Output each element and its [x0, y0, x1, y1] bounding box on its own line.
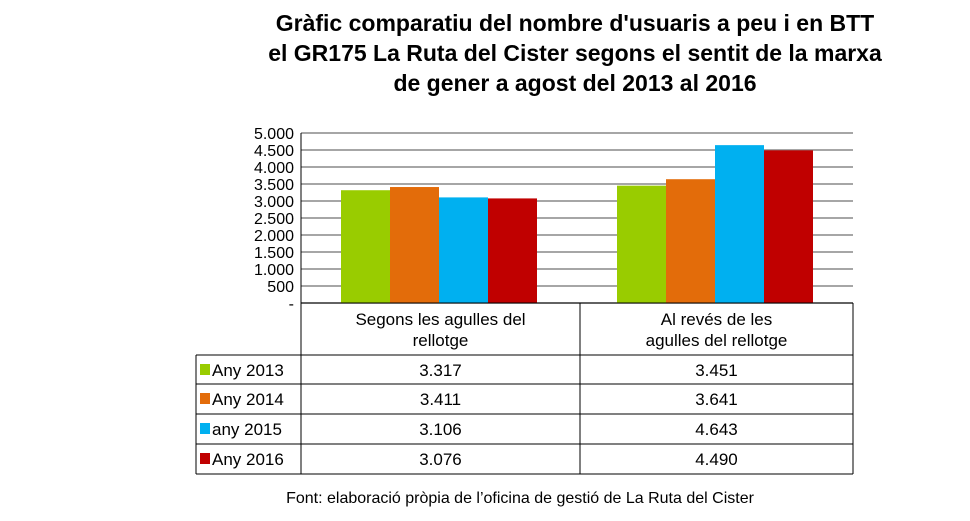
- bar: [617, 185, 666, 303]
- bar: [341, 190, 390, 303]
- bar: [488, 198, 537, 303]
- bar: [666, 179, 715, 303]
- legend-label: Any 2016: [212, 450, 284, 469]
- y-tick-label: 4.500: [254, 143, 294, 160]
- y-tick-label: 5.000: [254, 126, 294, 143]
- y-tick-label: 1.500: [254, 245, 294, 262]
- y-tick-label: 2.500: [254, 211, 294, 228]
- title-line: el GR175 La Ruta del Cister segons el se…: [268, 40, 882, 66]
- chart-title: Gràfic comparatiu del nombre d'usuaris a…: [200, 8, 950, 98]
- y-tick-label: 500: [267, 279, 294, 296]
- y-tick-label: 4.000: [254, 160, 294, 177]
- legend-label: any 2015: [212, 420, 282, 439]
- y-tick-label: 2.000: [254, 228, 294, 245]
- y-tick-label: 1.000: [254, 262, 294, 279]
- title-line: Gràfic comparatiu del nombre d'usuaris a…: [275, 10, 875, 36]
- bar: [439, 197, 488, 303]
- data-label: 4.643: [695, 420, 738, 439]
- data-label: 3.317: [419, 361, 462, 380]
- legend-swatch: [200, 364, 210, 375]
- legend-swatch: [200, 423, 210, 434]
- legend-swatch: [200, 393, 210, 404]
- data-label: 3.451: [695, 361, 738, 380]
- y-tick-label: 3.500: [254, 177, 294, 194]
- title-line: de gener a agost del 2013 al 2016: [393, 70, 757, 96]
- data-label: 3.641: [695, 390, 738, 409]
- legend-label: Any 2014: [212, 390, 284, 409]
- category-label: agulles del rellotge: [646, 331, 788, 350]
- bar: [764, 150, 813, 303]
- legend-swatch: [200, 453, 210, 464]
- data-label: 3.106: [419, 420, 462, 439]
- legend-label: Any 2013: [212, 361, 284, 380]
- data-label: 3.411: [420, 390, 461, 409]
- y-tick-label: -: [289, 296, 294, 313]
- data-label: 4.490: [695, 450, 738, 469]
- category-label: Segons les agulles del: [355, 310, 525, 329]
- bar: [715, 145, 764, 303]
- bar: [390, 187, 439, 303]
- data-label: 3.076: [419, 450, 462, 469]
- source-note: Font: elaboració pròpia de l’oficina de …: [286, 490, 754, 507]
- category-label: rellotge: [413, 331, 469, 350]
- category-label: Al revés de les: [661, 310, 773, 329]
- y-tick-label: 3.000: [254, 194, 294, 211]
